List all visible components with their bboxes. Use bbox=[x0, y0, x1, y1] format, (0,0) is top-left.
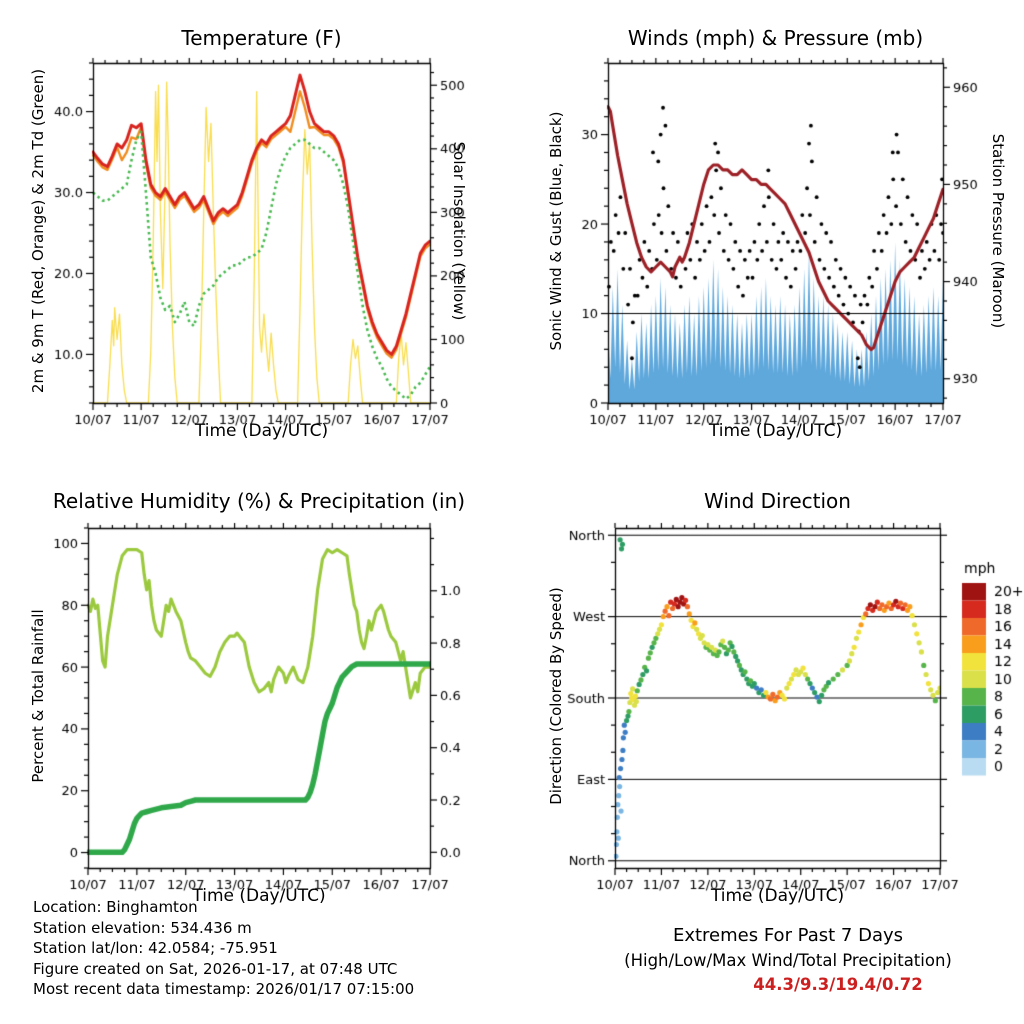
temperature-plot-canvas bbox=[18, 18, 518, 468]
station-elevation-line: Station elevation: 534.436 m bbox=[33, 918, 252, 937]
wind-direction-ylabel-left: Direction (Colored By Speed) bbox=[547, 587, 565, 805]
extremes-subtitle: (High/Low/Max Wind/Total Precipitation) bbox=[624, 951, 952, 970]
winds-xlabel: Time (Day/UTC) bbox=[708, 421, 843, 441]
wind-direction-xlabel: Time (Day/UTC) bbox=[710, 886, 845, 906]
figure-created-line: Figure created on Sat, 2026-01-17, at 07… bbox=[33, 959, 398, 978]
temperature-ylabel-right: Solar Insolation (Yellow) bbox=[450, 141, 468, 321]
humidity-ylabel-left: Percent & Total Rainfall bbox=[29, 609, 47, 783]
winds-pressure-plot-canvas bbox=[538, 18, 1024, 468]
humidity-xlabel: Time (Day/UTC) bbox=[192, 886, 326, 906]
temperature-xlabel: Time (Day/UTC) bbox=[194, 421, 329, 441]
extremes-block: Extremes For Past 7 Days (High/Low/Max W… bbox=[568, 925, 1008, 994]
humidity-precip-plot-canvas bbox=[18, 483, 518, 933]
extremes-values: 44.3/9.3/19.4/0.72 bbox=[753, 975, 923, 994]
wind-direction-plot-canvas bbox=[538, 483, 1024, 933]
station-latlon-line: Station lat/lon: 42.0584; -75.951 bbox=[33, 939, 278, 957]
recent-timestamp-line: Most recent data timestamp: 2026/01/17 0… bbox=[33, 980, 415, 998]
temperature-ylabel-left: 2m & 9m T (Red, Orange) & 2m Td (Green) bbox=[29, 68, 47, 394]
station-location-line: Location: Binghamton bbox=[33, 898, 198, 916]
winds-ylabel-left: Sonic Wind & Gust (Blue, Black) bbox=[547, 111, 565, 351]
extremes-title: Extremes For Past 7 Days bbox=[672, 925, 904, 946]
station-info-block: Location: Binghamton Station elevation: … bbox=[33, 897, 414, 1000]
pressure-ylabel-right: Station Pressure (Maroon) bbox=[989, 133, 1007, 329]
